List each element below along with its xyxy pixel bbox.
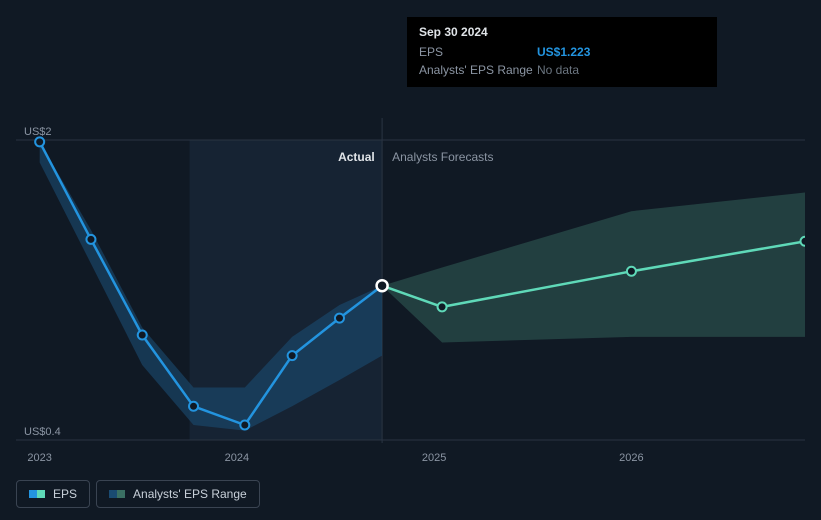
legend-item[interactable]: Analysts' EPS Range — [96, 480, 260, 508]
y-axis-label: US$2 — [24, 126, 52, 138]
tooltip-row-label: EPS — [419, 45, 537, 59]
eps-actual-marker[interactable] — [35, 137, 44, 146]
x-axis-label: 2024 — [225, 452, 249, 464]
legend-item-label: Analysts' EPS Range — [133, 487, 247, 501]
forecast-label: Analysts Forecasts — [392, 150, 493, 164]
chart-legend: EPS Analysts' EPS Range — [16, 480, 260, 508]
tooltip-row-value: No data — [537, 63, 579, 77]
eps-forecast-marker[interactable] — [438, 302, 447, 311]
tooltip-date: Sep 30 2024 — [419, 25, 705, 39]
eps-actual-marker[interactable] — [240, 421, 249, 430]
tooltip-row: Analysts' EPS RangeNo data — [419, 61, 705, 79]
eps-forecast-marker[interactable] — [627, 267, 636, 276]
eps-actual-marker[interactable] — [288, 351, 297, 360]
legend-item[interactable]: EPS — [16, 480, 90, 508]
eps-range-forecast — [382, 193, 805, 343]
tooltip-row-value: US$1.223 — [537, 45, 590, 59]
x-axis-label: 2026 — [619, 452, 643, 464]
legend-swatch-icon — [109, 490, 125, 498]
eps-forecast-marker[interactable] — [801, 237, 806, 246]
x-axis-label: 2023 — [27, 452, 51, 464]
eps-chart[interactable] — [16, 118, 805, 443]
eps-actual-marker[interactable] — [189, 402, 198, 411]
legend-item-label: EPS — [53, 487, 77, 501]
x-axis-label: 2025 — [422, 452, 446, 464]
actual-label: Actual — [338, 150, 375, 164]
eps-actual-marker[interactable] — [138, 331, 147, 340]
y-axis-label: US$0.4 — [24, 426, 61, 438]
eps-actual-marker[interactable] — [335, 314, 344, 323]
chart-tooltip: Sep 30 2024 EPSUS$1.223Analysts' EPS Ran… — [407, 17, 717, 87]
legend-swatch-icon — [29, 490, 45, 498]
current-point-highlight[interactable] — [377, 280, 388, 291]
tooltip-row: EPSUS$1.223 — [419, 43, 705, 61]
eps-actual-marker[interactable] — [86, 235, 95, 244]
tooltip-row-label: Analysts' EPS Range — [419, 63, 537, 77]
